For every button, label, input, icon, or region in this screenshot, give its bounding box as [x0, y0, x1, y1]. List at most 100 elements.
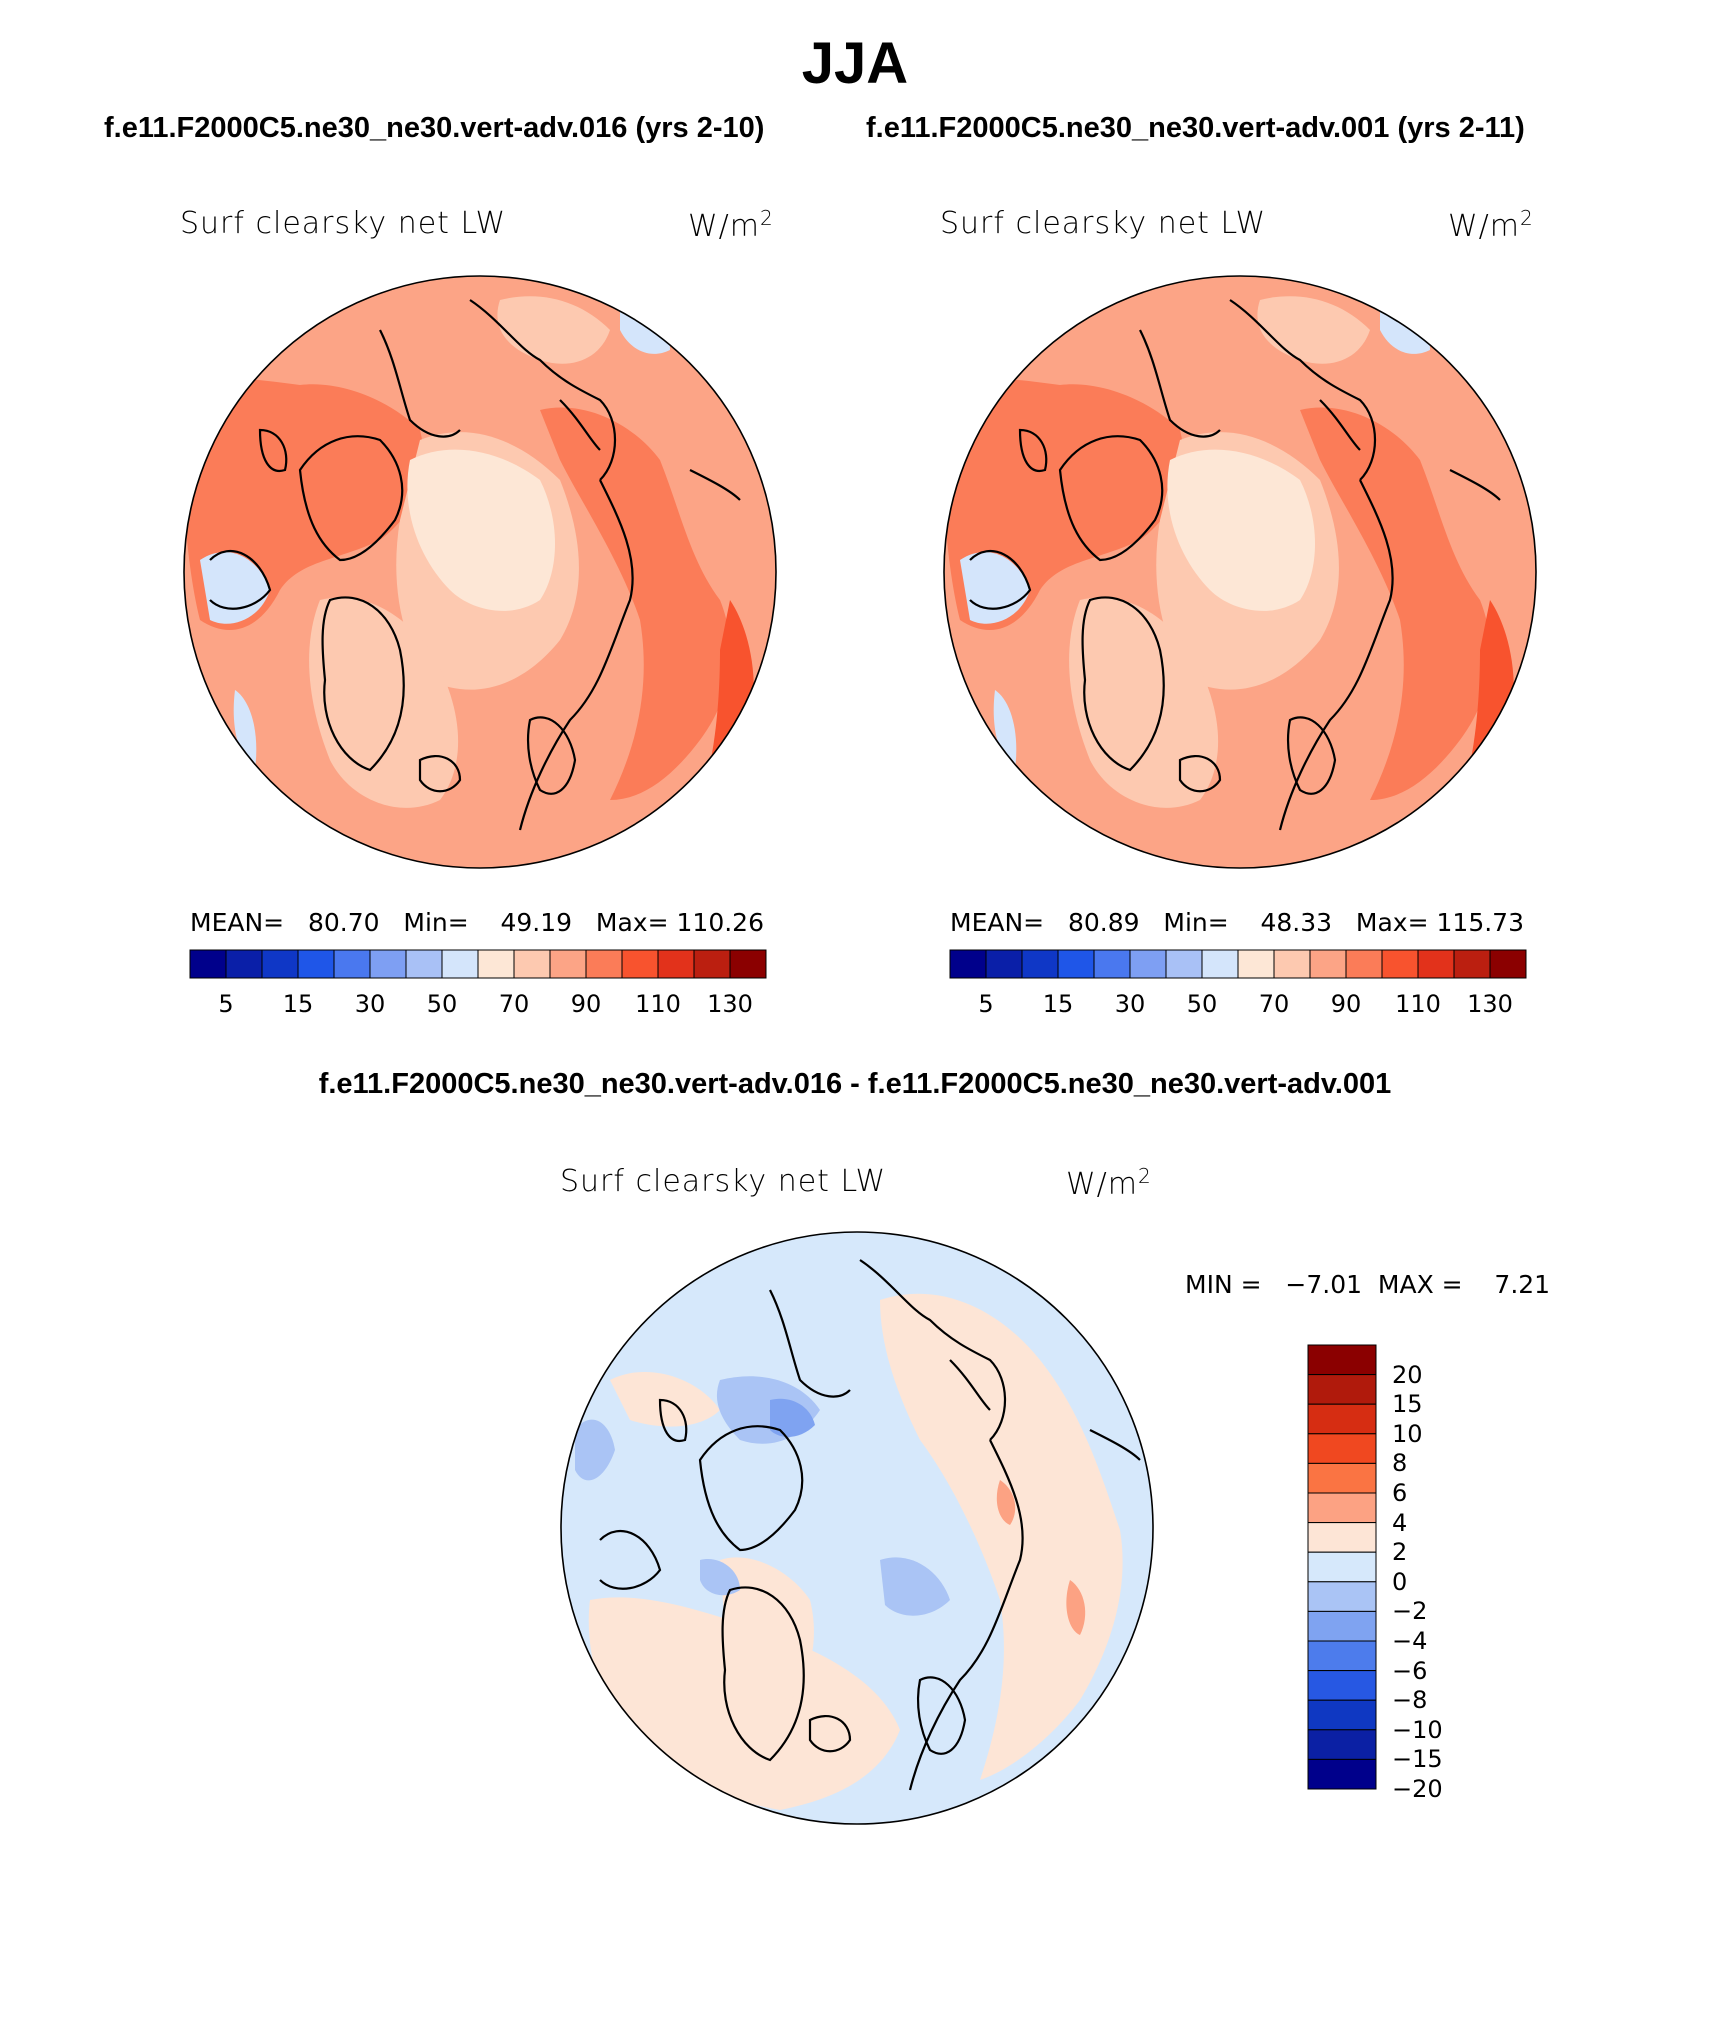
colorbar-box [985, 949, 1023, 979]
colorbar-tick-label: 110 [1395, 990, 1441, 1018]
colorbar-label: 10 [1392, 1419, 1423, 1448]
colorbar-box [1307, 1374, 1377, 1405]
colorbar-tick-label: 30 [1114, 990, 1146, 1018]
colorbar-box [1093, 949, 1131, 979]
colorbar-box [1309, 949, 1347, 979]
colorbar-box [1201, 949, 1239, 979]
map2-border [943, 275, 1537, 869]
colorbar-box [513, 949, 551, 979]
colorbar-box [1307, 1344, 1377, 1376]
colorbar-label: 2 [1392, 1538, 1408, 1567]
colorbar-box [1165, 949, 1203, 979]
colorbar-tick-label: 30 [354, 990, 386, 1018]
colorbar-box [621, 949, 659, 979]
colorbar-label: 0 [1392, 1567, 1408, 1596]
colorbar-difference [1307, 1344, 1377, 1790]
panel1-variable: Surf clearsky net LW [180, 206, 507, 241]
colorbar-box [1417, 949, 1455, 979]
coastlines-1 [209, 299, 741, 831]
colorbar-label: −4 [1392, 1627, 1428, 1655]
colorbar-box [1237, 949, 1275, 979]
colorbar-box [1307, 1403, 1377, 1435]
polar-map-case-001 [944, 276, 1536, 868]
panel2-units: W/m2 [1448, 206, 1534, 244]
colorbar-tick-label: 110 [635, 990, 681, 1018]
colorbar-box [1307, 1462, 1377, 1494]
colorbar-box [1307, 1670, 1377, 1701]
colorbar-box [477, 949, 515, 979]
coastlines-2 [969, 299, 1501, 831]
colorbar-box [1307, 1581, 1377, 1612]
colorbar-box [1307, 1758, 1377, 1790]
case-title-right: f.e11.F2000C5.ne30_ne30.vert-adv.001 (yr… [866, 112, 1525, 144]
colorbar-tick-label: 50 [1186, 990, 1218, 1018]
colorbar-tick-label: 70 [498, 990, 530, 1018]
difference-variable: Surf clearsky net LW [560, 1164, 887, 1199]
colorbar-box [1345, 949, 1383, 979]
colorbar-tick-label: 15 [1042, 990, 1074, 1018]
colorbar-tick-label: 130 [707, 990, 753, 1018]
coastlines-diff [599, 1259, 1141, 1791]
colorbar-box [1307, 1640, 1377, 1672]
colorbar-box [1307, 1729, 1377, 1760]
panel2-variable: Surf clearsky net LW [940, 206, 1267, 241]
case-title-left: f.e11.F2000C5.ne30_ne30.vert-adv.016 (yr… [104, 112, 765, 144]
colorbar-box [1381, 949, 1419, 979]
difference-units: W/m2 [1066, 1164, 1152, 1202]
panel2-stats: MEAN= 80.89 Min= 48.33 Max= 115.73 [950, 908, 1524, 937]
colorbar-box [369, 949, 407, 979]
colorbar-box [1307, 1522, 1377, 1553]
colorbar-box [657, 949, 695, 979]
colorbar-label: 6 [1392, 1479, 1408, 1507]
colorbar-tick-label: 50 [426, 990, 458, 1018]
colorbar-box [1307, 1551, 1377, 1583]
colorbar-box [297, 949, 335, 979]
colorbar-tick-label: 130 [1467, 990, 1513, 1018]
colorbar-tick-label: 90 [570, 990, 602, 1018]
colorbar-box [405, 949, 443, 979]
plot-title: JJA [801, 31, 909, 96]
colorbar-box [189, 949, 227, 979]
colorbar-box [549, 949, 587, 979]
map1-border [183, 275, 777, 869]
panel1-units: W/m2 [688, 206, 774, 244]
colorbar-box [333, 949, 371, 979]
colorbar-box [693, 949, 731, 979]
colorbar-tick-label: 70 [1258, 990, 1290, 1018]
colorbar-label: 20 [1392, 1360, 1423, 1389]
colorbar-tick-label: 5 [218, 990, 234, 1018]
colorbar-box [1307, 1433, 1377, 1464]
colorbar-box [1057, 949, 1095, 979]
colorbar-label: 4 [1392, 1508, 1408, 1537]
difference-minmax: MIN = −7.01 MAX = 7.21 [1185, 1270, 1551, 1299]
colorbar-label: −10 [1392, 1715, 1443, 1744]
colorbar-box [1307, 1610, 1377, 1642]
colorbar-box [1273, 949, 1311, 979]
colorbar-tick-label: 90 [1330, 990, 1362, 1018]
colorbar-label: 15 [1392, 1390, 1423, 1419]
colorbar-box [1489, 949, 1527, 979]
colorbar-box [585, 949, 623, 979]
colorbar-label: −2 [1392, 1597, 1428, 1626]
panel1-stats: MEAN= 80.70 Min= 49.19 Max= 110.26 [190, 908, 764, 937]
colorbar-box [1129, 949, 1167, 979]
colorbar-panel1 [189, 949, 767, 979]
colorbar-box [1307, 1699, 1377, 1731]
colorbar-box [949, 949, 987, 979]
colorbar-label: −20 [1392, 1775, 1443, 1803]
colorbar-tick-label: 5 [978, 990, 994, 1018]
colorbar-box [225, 949, 263, 979]
colorbar-label: −6 [1392, 1656, 1428, 1685]
colorbar-tick-label: 15 [282, 990, 314, 1018]
colorbar-box [441, 949, 479, 979]
colorbar-label: 8 [1392, 1449, 1408, 1478]
map3-border [560, 1231, 1154, 1825]
colorbar-box [1021, 949, 1059, 979]
colorbar-box [1307, 1492, 1377, 1524]
colorbar-box [729, 949, 767, 979]
colorbar-box [261, 949, 299, 979]
polar-map-difference [561, 1232, 1153, 1824]
colorbar-label: −15 [1392, 1745, 1443, 1774]
colorbar-panel2 [949, 949, 1527, 979]
